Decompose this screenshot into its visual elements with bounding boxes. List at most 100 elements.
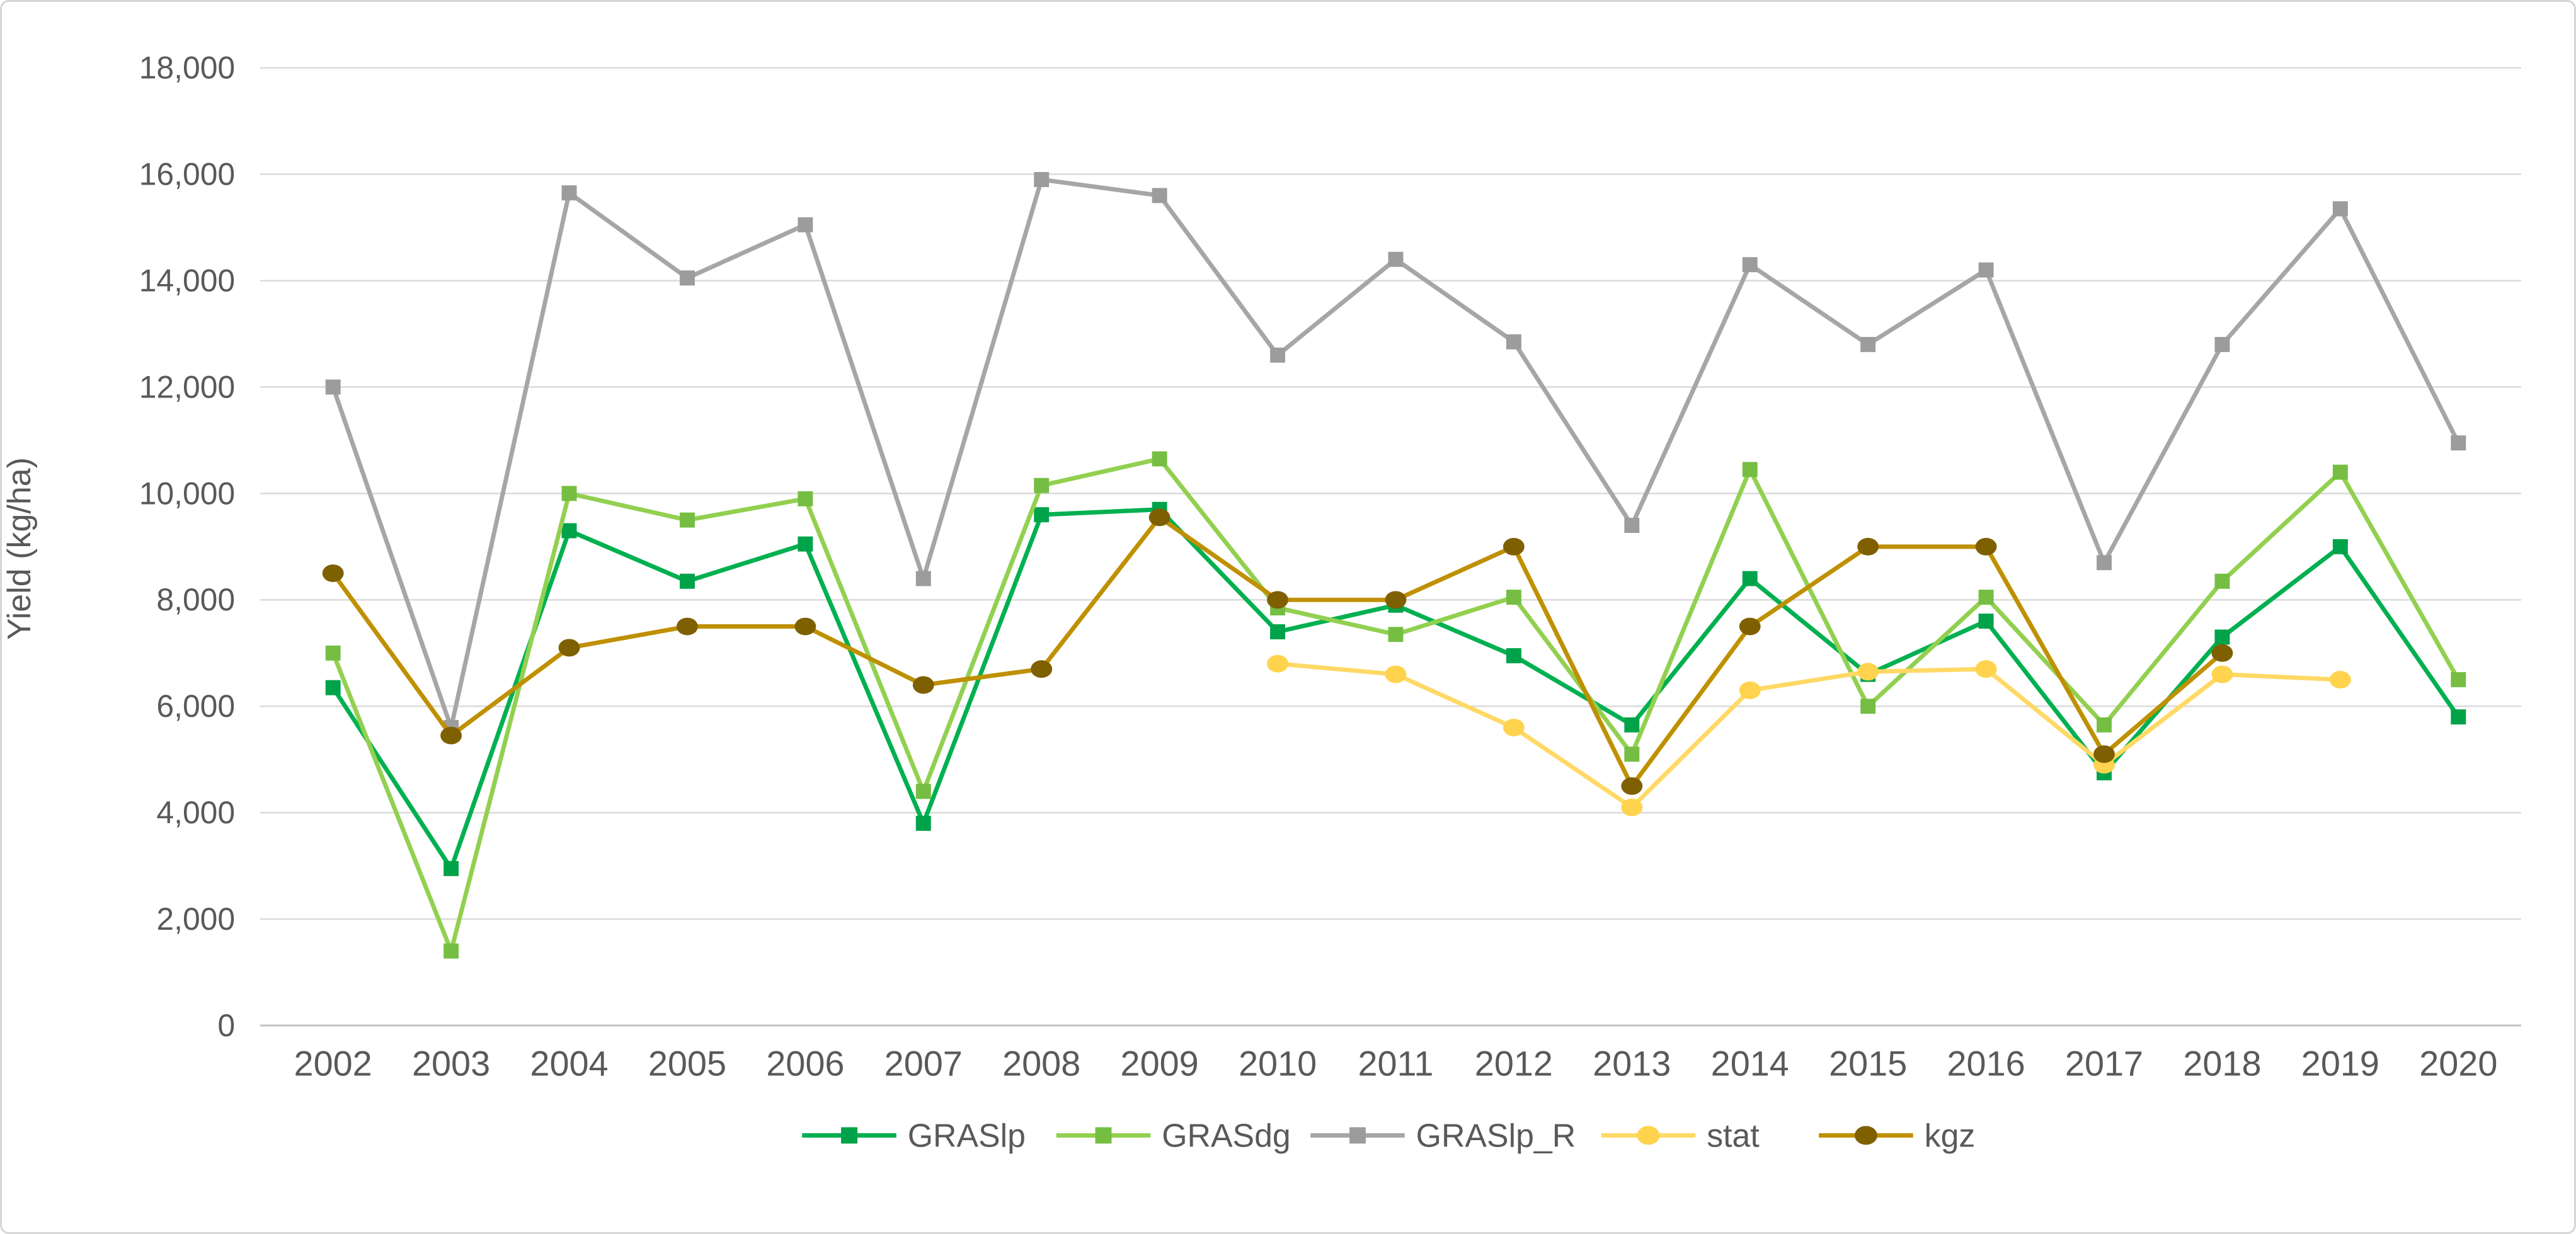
data-point-marker [444, 860, 459, 876]
x-axis-tick-label: 2016 [1947, 1044, 2025, 1083]
data-point-marker [1152, 188, 1167, 203]
data-point-marker [1503, 537, 1525, 556]
x-axis-tick-label: 2019 [2301, 1044, 2379, 1083]
x-axis-tick-label: 2020 [2419, 1044, 2497, 1083]
y-axis-tick-label: 12,000 [139, 369, 235, 404]
data-point-marker [1978, 590, 1994, 605]
legend-item-stat: stat [1601, 1117, 1760, 1153]
legend-item-GRASdg: GRASdg [1056, 1117, 1291, 1153]
series-GRASdg [325, 451, 2466, 959]
data-point-marker [1978, 614, 1994, 629]
data-point-marker [2097, 717, 2112, 733]
data-point-marker [1270, 624, 1286, 639]
x-axis-tick-label: 2003 [412, 1044, 490, 1083]
data-point-marker [679, 512, 695, 528]
data-point-marker [2211, 665, 2233, 683]
data-point-marker [798, 491, 813, 506]
data-point-marker [1270, 347, 1286, 363]
x-axis-tick-label: 2014 [1711, 1044, 1789, 1083]
y-axis-tick-label: 0 [217, 1008, 235, 1043]
data-point-marker [444, 943, 459, 959]
data-point-marker [1388, 251, 1404, 267]
data-point-marker [679, 270, 695, 286]
data-point-marker [915, 816, 931, 831]
data-point-marker [1624, 746, 1640, 762]
x-axis-tick-label: 2013 [1593, 1044, 1671, 1083]
data-point-marker [2332, 539, 2348, 554]
data-point-marker [1860, 336, 1876, 352]
data-point-marker [2214, 336, 2230, 352]
x-axis-tick-label: 2005 [648, 1044, 726, 1083]
data-point-marker [1857, 663, 1879, 681]
series-GRASlp_R [325, 172, 2466, 735]
data-point-marker [2211, 644, 2233, 662]
data-point-marker [794, 617, 816, 636]
series-line [331, 515, 2224, 789]
data-point-marker [1506, 590, 1521, 605]
x-axis-tick-label: 2009 [1121, 1044, 1199, 1083]
y-axis-tick-label: 6,000 [156, 688, 235, 724]
legend-label: GRASlp [908, 1117, 1026, 1153]
data-point-marker [1739, 681, 1761, 699]
data-point-marker [1624, 518, 1640, 534]
legend-item-GRASlp_R: GRASlp_R [1310, 1117, 1576, 1153]
legend-label: stat [1707, 1117, 1760, 1153]
data-point-marker [561, 486, 577, 501]
data-point-marker [1857, 537, 1879, 556]
y-axis-tick-label: 2,000 [156, 901, 235, 937]
y-axis-tick-labels: 0 2,000 4,000 6,000 8,000 10,000 12,000 14,000 1… [139, 50, 235, 1043]
legend-label: GRASdg [1162, 1117, 1291, 1153]
data-point-marker [1624, 717, 1640, 733]
data-point-marker [1621, 798, 1643, 816]
data-point-marker [1975, 660, 1997, 678]
data-point-marker [1742, 571, 1758, 586]
series-stat [1267, 654, 2351, 816]
data-point-marker [2332, 464, 2348, 480]
x-axis-tick-label: 2018 [2183, 1044, 2261, 1083]
x-axis-tick-labels: 2002 2003 2004 2005 2006 2007 2008 2009 2010 2011… [294, 1044, 2498, 1083]
legend-marker-swatch [1095, 1127, 1112, 1144]
data-point-marker [1385, 665, 1407, 683]
data-point-marker [2451, 672, 2466, 687]
data-point-marker [1975, 537, 1997, 556]
legend: GRASlp GRASdg GRASlp_R stat kgz [802, 1117, 1975, 1153]
legend-marker-swatch [1349, 1127, 1366, 1144]
x-axis-tick-label: 2015 [1829, 1044, 1907, 1083]
data-point-marker [1860, 699, 1876, 714]
series-kgz [322, 508, 2233, 795]
data-point-marker [2214, 629, 2230, 645]
data-point-marker [2214, 573, 2230, 589]
series-line [1275, 661, 2343, 810]
data-point-marker [561, 523, 577, 539]
data-point-marker [912, 676, 934, 694]
data-point-marker [1506, 334, 1521, 350]
legend-item-kgz: kgz [1819, 1117, 1975, 1153]
x-axis-tick-label: 2004 [530, 1044, 608, 1083]
data-point-marker [2451, 709, 2466, 725]
data-point-marker [1503, 719, 1525, 736]
data-point-marker [2329, 671, 2351, 688]
data-point-marker [561, 185, 577, 201]
y-axis-tick-label: 8,000 [156, 582, 235, 617]
data-point-marker [1978, 262, 1994, 278]
data-point-marker [2097, 555, 2112, 571]
y-axis-tick-label: 16,000 [139, 157, 235, 192]
data-point-marker [915, 784, 931, 799]
data-point-marker [1148, 508, 1171, 527]
data-point-marker [440, 726, 462, 745]
data-point-marker [1034, 172, 1050, 188]
y-axis-tick-label: 18,000 [139, 50, 235, 86]
data-point-marker [2332, 201, 2348, 217]
data-point-marker [1742, 257, 1758, 273]
data-point-marker [676, 617, 698, 636]
data-point-marker [798, 536, 813, 552]
data-point-marker [558, 639, 580, 657]
data-point-marker [1267, 654, 1288, 673]
data-point-marker [2451, 435, 2466, 451]
data-point-marker [679, 573, 695, 589]
data-point-marker [325, 645, 341, 661]
y-axis-tick-label: 14,000 [139, 263, 235, 298]
data-point-marker [798, 217, 813, 232]
